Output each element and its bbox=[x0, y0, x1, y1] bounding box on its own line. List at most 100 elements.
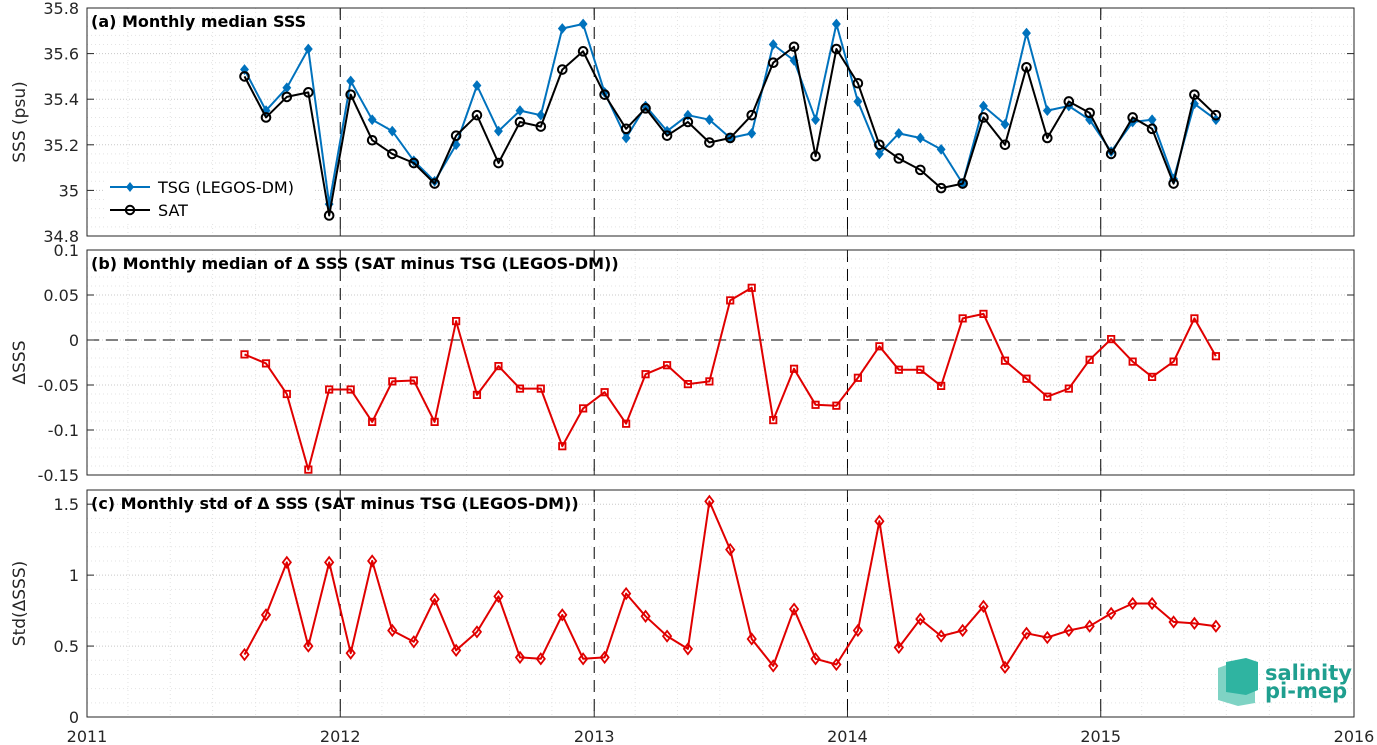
data-point-diamond bbox=[768, 659, 779, 673]
data-point-diamond bbox=[578, 18, 588, 30]
panel-1: -0.15 -0.1 -0.05 0 0.05 0.1 bbox=[38, 241, 1355, 485]
data-point-square bbox=[430, 417, 439, 427]
data-point-square bbox=[452, 316, 461, 326]
data-point-square bbox=[641, 370, 650, 379]
data-point-square bbox=[515, 384, 525, 393]
data-point-circle bbox=[1189, 89, 1200, 100]
data-point-circle bbox=[620, 123, 632, 135]
data-point-square bbox=[811, 400, 820, 409]
data-point-diamond bbox=[893, 640, 904, 655]
data-point-diamond bbox=[303, 639, 314, 653]
y-tick-label: 0 bbox=[69, 708, 79, 727]
x-tick-label: 2014 bbox=[827, 727, 868, 745]
data-point-circle bbox=[366, 134, 378, 146]
data-point-square bbox=[240, 350, 249, 359]
data-point-diamond bbox=[1042, 105, 1052, 116]
data-point-square bbox=[747, 283, 756, 292]
data-point-diamond bbox=[979, 100, 988, 112]
data-point-diamond bbox=[429, 592, 440, 606]
data-point-square bbox=[769, 415, 778, 425]
data-point-diamond bbox=[874, 514, 885, 528]
data-point-square bbox=[1147, 372, 1157, 382]
panels: 34.8 35 35.2 35.4 35.6 35.8 -0.15 -0.1 -0.05 0 0.0… bbox=[38, 0, 1375, 745]
data-point-circle bbox=[514, 116, 526, 128]
y-tick-label: 0.05 bbox=[43, 286, 79, 305]
data-point-circle bbox=[788, 41, 800, 53]
data-point-square bbox=[1190, 314, 1199, 323]
data-point-diamond bbox=[640, 609, 651, 623]
data-point-square bbox=[304, 465, 313, 474]
data-point-circle bbox=[303, 87, 314, 98]
data-point-diamond bbox=[852, 623, 864, 638]
y-tick-label: 34.8 bbox=[43, 227, 79, 246]
data-point-square bbox=[325, 385, 334, 394]
data-point-diamond bbox=[894, 128, 904, 139]
y-tick-label: 35.2 bbox=[43, 136, 79, 155]
data-point-square bbox=[894, 365, 903, 374]
series-line-0 bbox=[243, 500, 1217, 669]
data-point-diamond bbox=[577, 652, 589, 666]
data-point-diamond bbox=[788, 602, 800, 616]
data-point-circle bbox=[556, 64, 568, 75]
legend-tsg-marker bbox=[126, 182, 134, 192]
data-point-diamond bbox=[1000, 118, 1010, 130]
panel-0: 34.8 35 35.2 35.4 35.6 35.8 bbox=[43, 0, 1355, 246]
data-point-circle bbox=[1210, 109, 1222, 121]
data-point-square bbox=[916, 365, 925, 374]
data-point-diamond bbox=[1022, 27, 1031, 39]
data-point-circle bbox=[704, 137, 715, 148]
x-tick-label: 2013 bbox=[574, 727, 615, 745]
data-point-circle bbox=[957, 178, 968, 189]
x-tick-label: 2012 bbox=[320, 727, 361, 745]
data-point-diamond bbox=[1063, 623, 1074, 638]
data-point-diamond bbox=[661, 629, 673, 643]
data-point-diamond bbox=[472, 80, 482, 91]
data-point-circle bbox=[724, 132, 736, 144]
data-point-diamond bbox=[471, 625, 483, 639]
data-point-square bbox=[388, 377, 397, 386]
data-point-diamond bbox=[957, 623, 968, 638]
data-point-square bbox=[683, 379, 692, 389]
data-point-circle bbox=[599, 89, 610, 100]
data-point-square bbox=[979, 309, 988, 319]
data-point-square bbox=[558, 442, 567, 451]
legend-box bbox=[104, 175, 314, 223]
data-point-circle bbox=[874, 139, 885, 151]
data-point-circle bbox=[408, 157, 420, 169]
y-tick-label: -0.05 bbox=[38, 376, 79, 395]
panel-b-ylabel: ΔSSS bbox=[10, 340, 30, 384]
data-point-diamond bbox=[1146, 596, 1158, 611]
data-point-circle bbox=[999, 139, 1011, 151]
data-point-circle bbox=[493, 157, 504, 169]
y-tick-label: 35.4 bbox=[43, 90, 79, 109]
y-tick-label: 35.6 bbox=[43, 45, 79, 64]
data-point-square bbox=[1043, 392, 1052, 401]
data-point-diamond bbox=[1042, 630, 1053, 645]
data-point-square bbox=[937, 381, 946, 391]
data-point-circle bbox=[810, 150, 821, 162]
x-axis-labels: 2011 2012 2013 2014 2015 2016 bbox=[67, 727, 1375, 745]
data-point-circle bbox=[661, 130, 673, 141]
data-point-diamond bbox=[367, 114, 377, 126]
data-point-diamond bbox=[978, 599, 989, 614]
data-point-circle bbox=[471, 109, 483, 121]
data-point-circle bbox=[767, 57, 779, 69]
data-point-circle bbox=[577, 46, 589, 57]
data-point-square bbox=[1128, 357, 1137, 366]
data-point-circle bbox=[1021, 61, 1032, 73]
data-point-diamond bbox=[239, 647, 250, 662]
panel-2: 0 0.5 1 1.5 bbox=[54, 489, 1355, 727]
data-point-diamond bbox=[346, 75, 356, 87]
data-point-diamond bbox=[324, 555, 335, 570]
data-point-square bbox=[346, 385, 355, 394]
data-point-square bbox=[726, 296, 735, 305]
data-point-square bbox=[1000, 356, 1010, 365]
data-point-diamond bbox=[535, 652, 546, 666]
y-tick-label: 1 bbox=[69, 566, 79, 585]
data-point-circle bbox=[429, 178, 440, 189]
series-line-0 bbox=[244, 286, 1217, 471]
data-point-circle bbox=[387, 148, 398, 160]
panel-c-ylabel: Std(ΔSSS) bbox=[10, 561, 30, 647]
data-point-diamond bbox=[599, 650, 610, 665]
